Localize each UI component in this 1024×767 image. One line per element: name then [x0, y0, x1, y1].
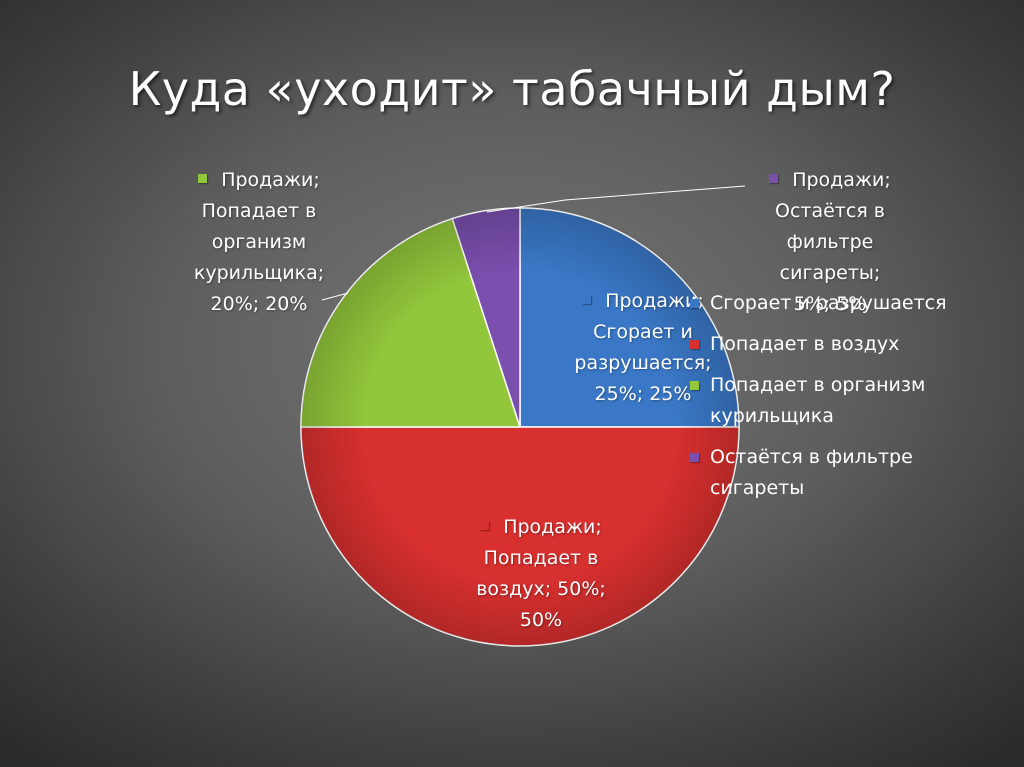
data-label-marker [198, 174, 208, 183]
slide-title: Куда «уходит» табачный дым? [128, 62, 896, 116]
legend-label: Сгорает и разрушается [710, 292, 947, 314]
data-label-line: Попадает в [483, 547, 599, 569]
data-label-smoker: Продажи; Попадает в организм курильщика;… [174, 165, 344, 320]
data-label-line: организм [211, 231, 307, 253]
data-label-line: 5%; 5% [793, 293, 867, 315]
data-label-line: Продажи; [503, 516, 602, 538]
data-label-line: 50% [519, 609, 563, 631]
legend-label: Попадает в воздух [710, 333, 900, 355]
leader-line-filter [486, 185, 746, 213]
legend-label: Остаётся в фильтре сигареты [710, 446, 913, 499]
data-label-marker [769, 174, 779, 183]
data-label-line: Попадает в [201, 200, 317, 222]
data-label-line: Остаётся в [775, 200, 885, 222]
chart-legend: Сгорает и разрушается Попадает в воздух … [690, 288, 1010, 514]
data-label-line: воздух; 50%; [476, 578, 606, 600]
legend-marker [690, 340, 699, 349]
legend-item-smoker: Попадает в организм курильщика [690, 370, 1010, 432]
data-label-filter: Продажи; Остаётся в фильтре сигареты; 5%… [745, 165, 915, 320]
legend-label: Попадает в организм курильщика [710, 374, 926, 427]
data-label-line: 25%; 25% [594, 383, 692, 405]
legend-marker [690, 299, 699, 308]
legend-item-filter: Остаётся в фильтре сигареты [690, 442, 1010, 504]
data-label-marker [582, 295, 592, 304]
data-label-line: разрушается; [574, 352, 712, 374]
data-label-line: фильтре [786, 231, 874, 253]
legend-marker [690, 381, 699, 390]
data-label-line: Продажи; [792, 169, 891, 191]
legend-item-air: Попадает в воздух [690, 329, 1010, 360]
data-label-burns: Продажи; Сгорает и разрушается; 25%; 25% [558, 286, 728, 410]
legend-item-burns: Сгорает и разрушается [690, 288, 1010, 319]
leader-line-smoker [321, 292, 349, 301]
data-label-line: курильщика; [193, 262, 325, 284]
legend-marker [690, 453, 699, 462]
data-label-line: Продажи; [605, 290, 704, 312]
data-label-line: Продажи; [221, 169, 320, 191]
data-label-line: сигареты; [779, 262, 881, 284]
data-label-air: Продажи; Попадает в воздух; 50%; 50% [456, 512, 626, 636]
data-label-line: 20%; 20% [210, 293, 308, 315]
data-label-line: Сгорает и [593, 321, 693, 343]
data-label-marker [480, 521, 490, 530]
